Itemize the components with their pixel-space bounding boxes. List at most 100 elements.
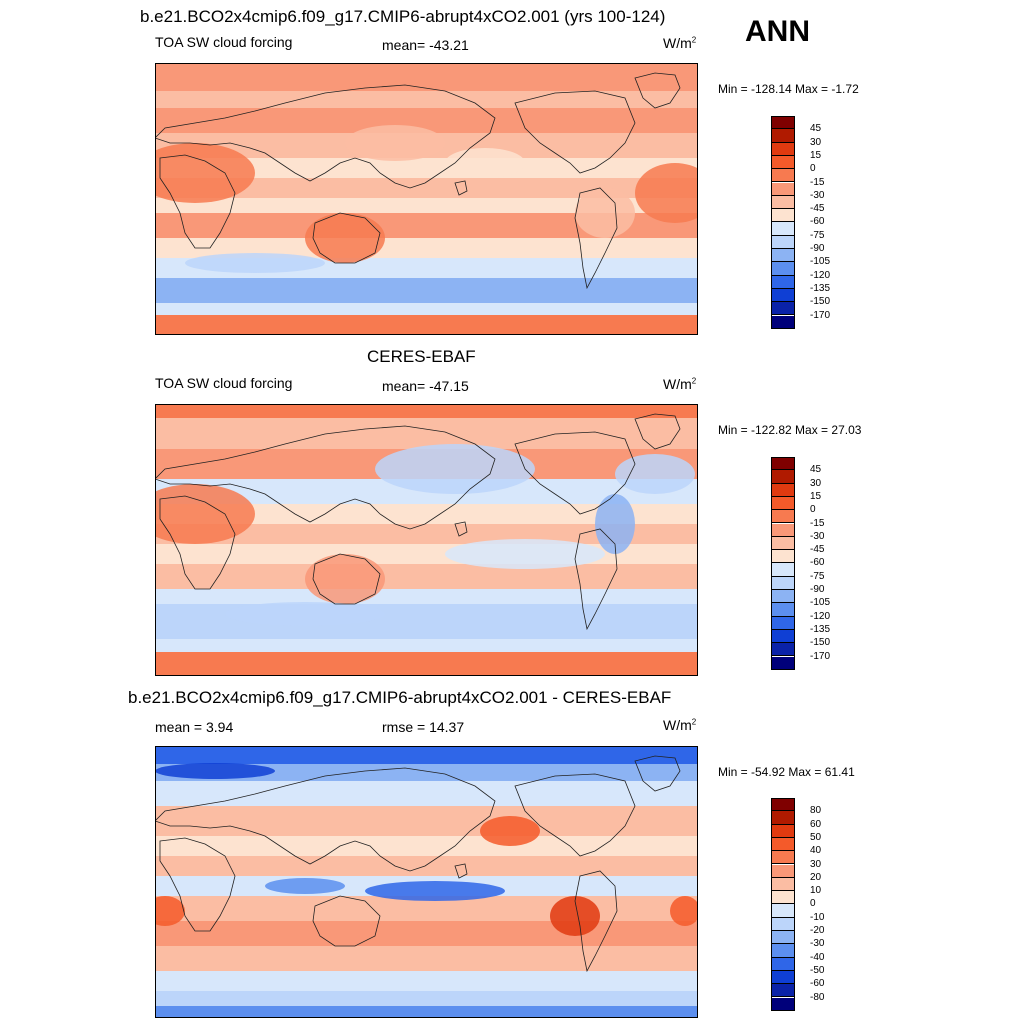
colorbar-swatch: [771, 195, 795, 210]
colorbar-swatch: [771, 302, 795, 316]
colorbar-swatch: [771, 811, 795, 825]
panel3-map: [155, 746, 698, 1018]
panel2-map-svg: [155, 404, 698, 676]
map-band: [155, 806, 698, 836]
map-field-blob: [375, 444, 535, 494]
colorbar-swatch: [771, 590, 795, 604]
colorbar-tick-label: -45: [810, 203, 825, 215]
colorbar-tick-label: 10: [810, 885, 822, 897]
map-band: [155, 921, 698, 946]
colorbar-frame: [771, 798, 795, 1011]
map-field-blob: [185, 253, 325, 273]
map-field-blob: [155, 143, 255, 203]
colorbar-swatch: [771, 116, 795, 130]
colorbar-tick-label: 80: [810, 805, 822, 817]
map-band: [155, 404, 698, 418]
colorbar-tick-label: 40: [810, 845, 822, 857]
colorbar-swatch: [771, 970, 795, 985]
colorbar-swatch: [771, 155, 795, 170]
panel3-mean-label: mean = 3.94: [155, 719, 234, 735]
colorbar-tick-label: -60: [810, 216, 825, 228]
colorbar-swatch: [771, 824, 795, 838]
map-field-blob: [615, 454, 695, 494]
panel3-minmax-label: Min = -54.92 Max = 61.41: [718, 765, 855, 779]
colorbar-tick-label: 30: [810, 477, 822, 489]
map-field-blob: [305, 554, 385, 604]
panel1-variable-label: TOA SW cloud forcing: [155, 34, 293, 50]
map-band: [155, 639, 698, 652]
colorbar-tick-label: 20: [810, 871, 822, 883]
panel2-units-label: W/m2: [663, 376, 697, 392]
colorbar-tick-label: -150: [810, 296, 831, 308]
panel1-minmax-label: Min = -128.14 Max = -1.72: [718, 82, 859, 96]
coastline: [514, 90, 636, 174]
colorbar-tick-label: -15: [810, 176, 825, 188]
colorbar-swatch: [771, 470, 795, 484]
colorbar-swatch: [771, 249, 795, 263]
colorbar-tick-label: -105: [810, 597, 831, 609]
colorbar-tick-label: -135: [810, 282, 831, 294]
map-band: [155, 589, 698, 604]
colorbar-swatch: [771, 576, 795, 590]
colorbar-swatch: [771, 629, 795, 644]
colorbar-tick-label: -20: [810, 925, 825, 936]
colorbar-tick-label: -60: [810, 557, 825, 569]
map-band: [155, 781, 698, 806]
map-frame: [155, 746, 698, 1018]
map-band: [155, 746, 698, 764]
colorbar-swatch: [771, 129, 795, 143]
colorbar-swatch: [771, 984, 795, 998]
map-band: [155, 991, 698, 1006]
colorbar-swatch: [771, 957, 795, 971]
season-label: ANN: [745, 15, 810, 48]
colorbar-swatch: [771, 643, 795, 657]
coastline: [159, 154, 236, 249]
colorbar-tick-label: -150: [810, 637, 831, 649]
colorbar-tick-label: 15: [810, 149, 822, 161]
colorbar-swatch: [771, 837, 795, 852]
colorbar-tick-label: -60: [810, 978, 825, 990]
map-field-blob: [445, 148, 525, 178]
map-field-blob: [305, 213, 385, 263]
colorbar-tick-label: 0: [810, 163, 816, 175]
map-field-blob: [155, 484, 255, 544]
colorbar-swatch: [771, 550, 795, 564]
colorbar-tick-label: -45: [810, 544, 825, 556]
coastline: [159, 837, 236, 932]
map-band: [155, 198, 698, 213]
map-band: [155, 836, 698, 856]
colorbar-tick-label: -80: [810, 991, 825, 1003]
coastline: [514, 773, 636, 857]
map-band: [155, 764, 698, 781]
coastline: [155, 425, 496, 530]
map-band: [155, 418, 698, 449]
colorbar-swatch: [771, 891, 795, 905]
map-field-blob: [365, 881, 505, 901]
coastline: [514, 431, 636, 515]
panel1-mean-label: mean= -43.21: [382, 37, 469, 53]
colorbar-swatch: [771, 288, 795, 303]
map-band: [155, 91, 698, 108]
map-field-blob: [345, 125, 445, 161]
colorbar-swatch: [771, 851, 795, 865]
colorbar-tick-label: 30: [810, 858, 822, 870]
panel1-units-label: W/m2: [663, 35, 697, 51]
map-band: [155, 524, 698, 544]
colorbar-swatch: [771, 864, 795, 878]
colorbar-swatch: [771, 944, 795, 958]
colorbar-swatch: [771, 169, 795, 183]
map-band: [155, 238, 698, 258]
colorbar-frame: [771, 116, 795, 329]
coastline: [312, 212, 381, 264]
colorbar-tick-label: -90: [810, 243, 825, 254]
colorbar-swatch: [771, 496, 795, 511]
colorbar-tick-label: -50: [810, 964, 825, 976]
map-frame: [155, 63, 698, 335]
coastline: [159, 495, 236, 590]
map-band: [155, 278, 698, 303]
colorbar-tick-label: -40: [810, 951, 825, 963]
colorbar-swatch: [771, 510, 795, 524]
colorbar-swatch: [771, 798, 795, 812]
panel3-map-svg: [155, 746, 698, 1018]
colorbar-swatch: [771, 142, 795, 156]
